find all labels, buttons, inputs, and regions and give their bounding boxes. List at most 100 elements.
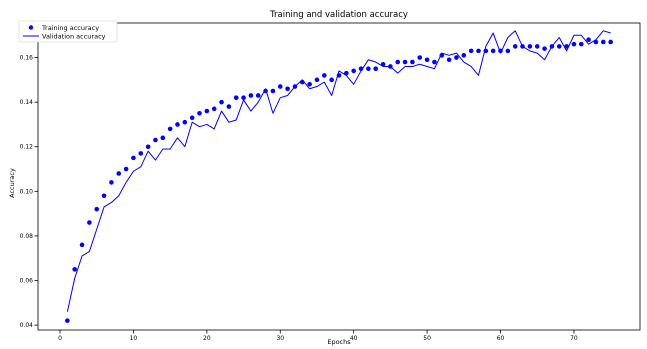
x-tick-label: 70 [570,335,578,342]
training-accuracy-point [549,44,555,49]
training-accuracy-point [314,77,320,83]
training-accuracy-point [87,220,92,225]
training-accuracy-point [248,93,254,98]
training-accuracy-point [373,66,379,71]
training-accuracy-point [277,84,283,89]
training-accuracy-point [72,267,78,272]
training-accuracy-point [454,55,459,60]
training-accuracy-point [123,166,129,172]
training-accuracy-point [388,64,393,69]
y-tick-label: 0.06 [20,278,34,285]
training-accuracy-point [520,44,525,49]
x-tick-label: 40 [350,335,358,342]
training-accuracy-point [446,57,452,63]
validation-accuracy-line [66,30,611,312]
training-accuracy-point [101,193,107,199]
chart-title: Training and validation accuracy [269,10,408,20]
training-accuracy-point [527,44,533,49]
x-tick-label: 60 [497,335,505,342]
training-accuracy-point [351,68,356,74]
y-tick-label: 0.16 [20,55,34,62]
training-accuracy-point [336,73,342,78]
training-accuracy-point [476,48,481,54]
training-accuracy-point [131,155,136,161]
training-accuracy-point [556,44,562,49]
training-accuracy-point [211,106,217,112]
training-accuracy-point [417,55,423,60]
training-accuracy-point [94,206,100,212]
legend-marker-training [28,25,34,30]
y-tick-label: 0.12 [20,144,34,151]
x-tick-label: 50 [423,335,431,342]
training-accuracy-point [380,61,386,67]
y-axis-ticks: 0.04 0.06 0.08 0.10 0.12 0.14 0.16 [20,55,38,329]
training-accuracy-point [160,135,166,141]
y-tick-label: 0.14 [20,99,34,106]
training-accuracy-point [505,48,511,54]
training-accuracy-point [307,82,312,87]
training-accuracy-point [344,70,349,76]
x-tick-label: 30 [276,335,284,342]
x-axis-label: Epochs [327,338,351,346]
training-accuracy-point [167,126,173,132]
training-accuracy-point [395,59,401,65]
x-axis-ticks: 0 10 20 30 40 50 60 70 [58,330,578,342]
training-accuracy-point [542,46,547,51]
training-accuracy-point [255,93,261,98]
y-tick-label: 0.04 [20,322,34,329]
training-accuracy-point [182,119,188,125]
training-accuracy-point [571,41,577,47]
training-accuracy-point [322,73,327,78]
training-accuracy-point [461,53,467,58]
training-accuracy-point [204,108,210,114]
training-accuracy-point [175,122,180,127]
x-tick-label: 0 [58,335,62,342]
training-accuracy-point [600,39,606,45]
axes-frame [37,22,641,331]
training-accuracy-point [402,59,408,65]
training-accuracy-point [79,242,85,248]
training-accuracy-point [189,115,195,121]
training-accuracy-point [358,66,364,71]
training-accuracy-point [299,79,305,85]
training-accuracy-point [270,88,276,94]
training-accuracy-point [138,151,144,156]
training-accuracy-point [241,95,246,100]
training-accuracy-point [483,48,489,54]
y-tick-label: 0.08 [20,233,34,240]
legend: Training accuracy Validation accuracy [18,20,118,43]
training-accuracy-point [329,77,334,83]
training-accuracy-point [608,39,613,45]
training-accuracy-point [219,99,224,105]
legend-box [18,20,118,43]
training-accuracy-point [432,59,437,65]
training-accuracy-point [564,44,569,49]
training-accuracy-point [109,180,114,185]
training-accuracy-point [439,53,445,58]
x-tick-label: 20 [203,335,211,342]
training-accuracy-point [285,86,290,92]
legend-label-training: Training accuracy [41,24,99,32]
training-accuracy-point [593,39,599,45]
training-accuracy-point [116,171,122,176]
training-accuracy-point [366,66,371,71]
training-accuracy-point [468,48,474,54]
training-accuracy-point [145,144,151,150]
training-accuracy-point [263,88,268,94]
y-tick-label: 0.10 [20,188,34,195]
training-accuracy-point [490,48,496,54]
training-accuracy-point [498,48,503,54]
training-accuracy-point [424,57,430,63]
training-accuracy-point [226,104,232,109]
training-accuracy-point [410,59,415,65]
training-accuracy-point [578,41,584,47]
training-accuracy-point [65,318,70,323]
training-accuracy-point [233,95,239,100]
training-accuracy-point [534,44,540,49]
plot-area [65,30,613,323]
training-accuracy-point [292,84,298,89]
training-accuracy-point [153,137,158,143]
x-tick-label: 10 [130,335,138,342]
